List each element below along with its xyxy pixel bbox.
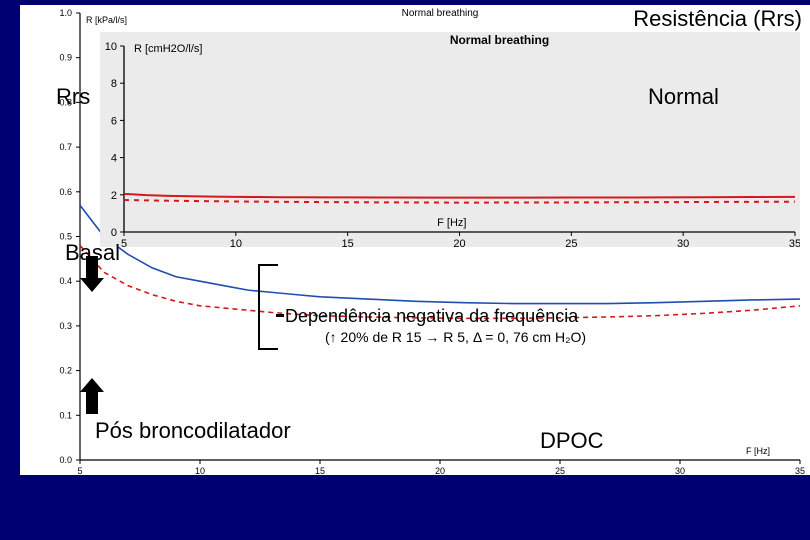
- label-normal: Normal: [648, 84, 719, 110]
- svg-text:35: 35: [795, 466, 805, 475]
- overlay-chart-panel: 0 2 4 6 8 10 5 10 15 20 25 30 35 R [cmH2O/l/s] F [Hz] N…: [100, 32, 800, 247]
- svg-text:15: 15: [342, 238, 354, 247]
- label-basal: Basal: [65, 240, 120, 266]
- svg-text:6: 6: [111, 115, 117, 127]
- svg-text:2: 2: [111, 190, 117, 202]
- bracket-depneg: [258, 264, 278, 350]
- bracket-depneg-dash: [276, 314, 284, 317]
- svg-text:25: 25: [565, 238, 577, 247]
- label-rrs: Rrs: [56, 84, 90, 110]
- front-series-normal-main: [124, 194, 795, 198]
- label-dpoc: DPOC: [540, 428, 604, 454]
- svg-text:0: 0: [111, 227, 117, 239]
- svg-text:F [Hz]: F [Hz]: [437, 217, 466, 229]
- svg-text:0.0: 0.0: [59, 455, 72, 465]
- front-series-normal-alt: [124, 200, 795, 203]
- svg-text:30: 30: [675, 466, 685, 475]
- svg-text:F [Hz]: F [Hz]: [746, 446, 770, 456]
- svg-text:0.6: 0.6: [59, 187, 72, 197]
- svg-text:1.0: 1.0: [59, 8, 72, 18]
- svg-text:25: 25: [555, 466, 565, 475]
- label-pos-bronco: Pós broncodilatador: [95, 418, 291, 444]
- svg-text:0.1: 0.1: [59, 410, 72, 420]
- svg-text:Normal breathing: Normal breathing: [402, 8, 479, 19]
- slide-title: Resistência (Rrs): [633, 6, 802, 32]
- svg-text:0.4: 0.4: [59, 276, 72, 286]
- label-dep-neg-sub: (↑ 20% de R 15 → R 5, Δ = 0, 76 cm H₂O): [325, 329, 586, 345]
- svg-text:0.7: 0.7: [59, 142, 72, 152]
- svg-text:4: 4: [111, 153, 117, 165]
- svg-text:20: 20: [435, 466, 445, 475]
- svg-text:R [kPa/l/s]: R [kPa/l/s]: [86, 15, 127, 25]
- svg-text:0.9: 0.9: [59, 53, 72, 63]
- svg-text:30: 30: [677, 238, 689, 247]
- svg-text:20: 20: [453, 238, 465, 247]
- svg-text:10: 10: [230, 238, 242, 247]
- bottom-strip: [0, 475, 810, 540]
- svg-text:5: 5: [121, 238, 127, 247]
- svg-text:8: 8: [111, 78, 117, 90]
- label-dep-neg: Dependência negativa da frequência: [285, 306, 578, 327]
- svg-text:5: 5: [77, 466, 82, 475]
- svg-text:35: 35: [789, 238, 800, 247]
- svg-text:15: 15: [315, 466, 325, 475]
- svg-text:0.2: 0.2: [59, 366, 72, 376]
- svg-text:10: 10: [105, 41, 117, 53]
- front-chart: 0 2 4 6 8 10 5 10 15 20 25 30 35 R [cmH2O/l/s] F [Hz] N…: [100, 32, 800, 247]
- svg-text:R [cmH2O/l/s]: R [cmH2O/l/s]: [134, 43, 202, 55]
- svg-text:10: 10: [195, 466, 205, 475]
- svg-text:Normal breathing: Normal breathing: [450, 33, 549, 47]
- svg-text:0.3: 0.3: [59, 321, 72, 331]
